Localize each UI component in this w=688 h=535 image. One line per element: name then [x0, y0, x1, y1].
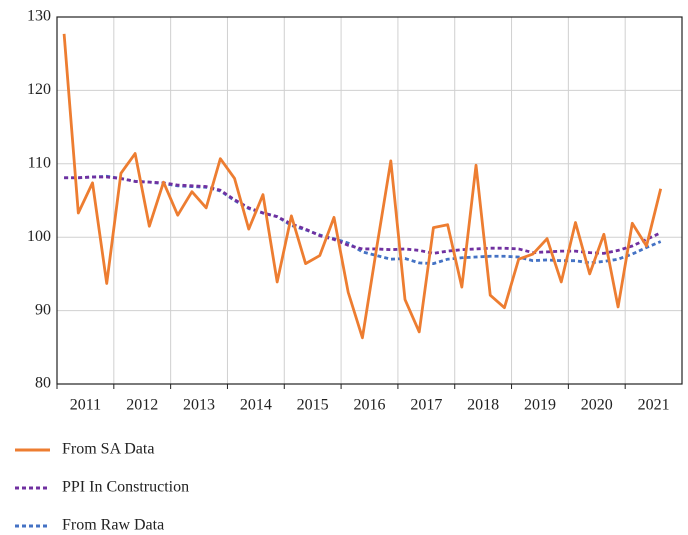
x-tick-label: 2013 [183, 397, 215, 414]
y-tick-label: 120 [27, 81, 51, 98]
x-tick-label: 2012 [126, 397, 158, 414]
x-tick-label: 2014 [240, 397, 272, 414]
legend-label: From SA Data [62, 441, 154, 458]
x-tick-label: 2015 [297, 397, 329, 414]
series-line [62, 33, 663, 340]
legend-label: From Raw Data [62, 517, 164, 534]
x-tick-label: 2011 [70, 397, 101, 414]
x-tick-label: 2016 [354, 397, 386, 414]
y-tick-label: 80 [35, 375, 51, 392]
y-tick-label: 110 [28, 154, 51, 171]
x-tick-label: 2020 [581, 397, 613, 414]
series-line [64, 174, 662, 266]
x-tick-label: 2017 [410, 397, 442, 414]
legend-label: PPI In Construction [62, 479, 189, 496]
y-tick-label: 100 [27, 228, 51, 245]
y-tick-label: 90 [35, 301, 51, 318]
plot-frame [56, 16, 683, 385]
x-tick-label: 2021 [638, 397, 670, 414]
y-tick-label: 130 [27, 8, 51, 25]
x-tick-label: 2018 [467, 397, 499, 414]
x-tick-label: 2019 [524, 397, 556, 414]
